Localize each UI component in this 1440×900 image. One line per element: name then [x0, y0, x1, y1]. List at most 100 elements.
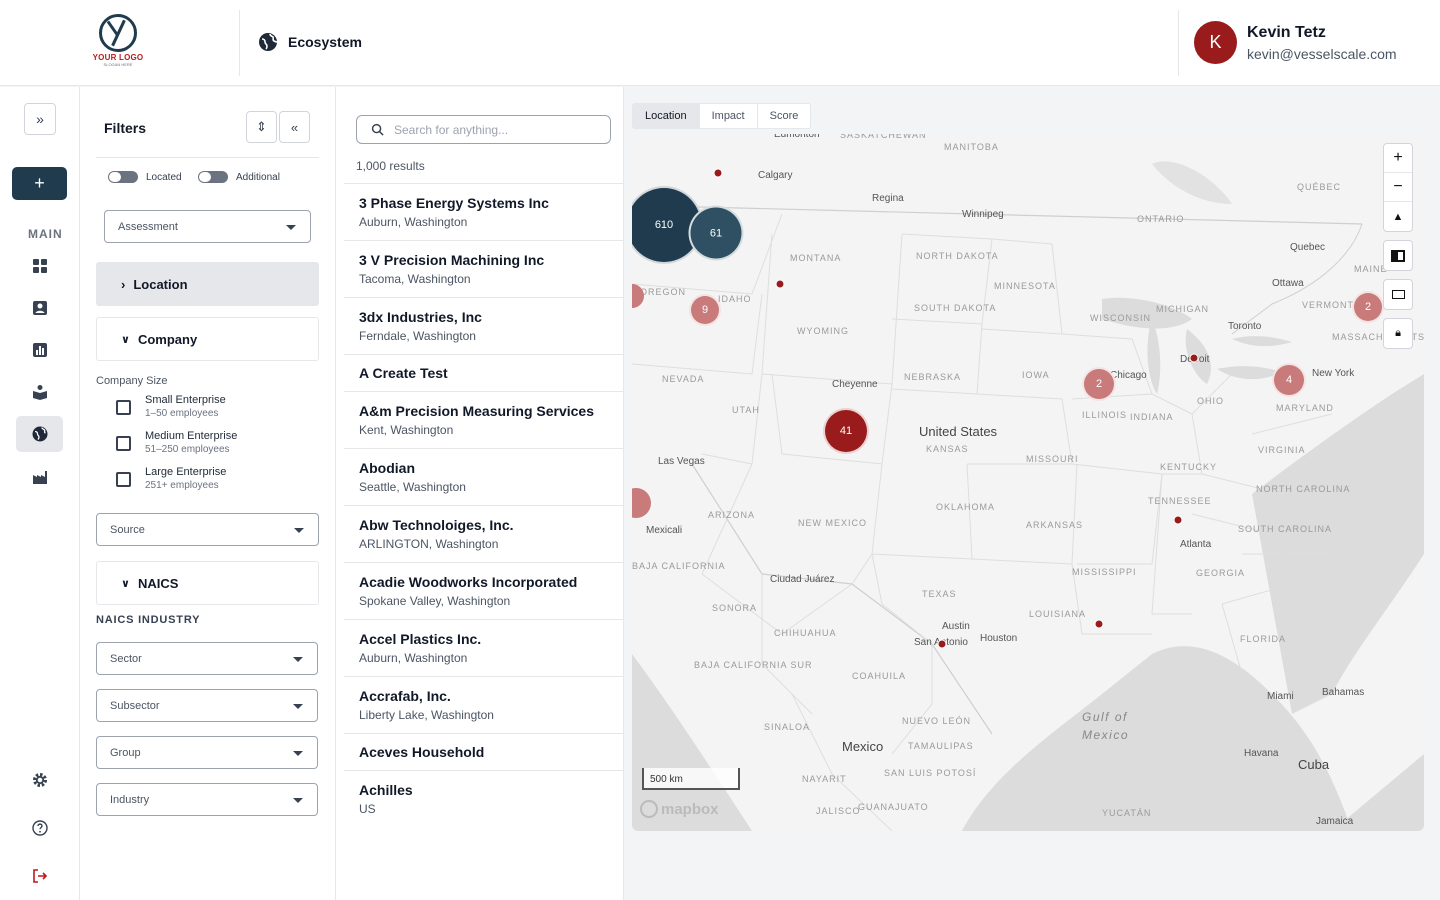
- group-select[interactable]: Group: [96, 736, 318, 769]
- expand-rail-button[interactable]: »: [24, 103, 56, 135]
- results-list: 3 Phase Energy Systems Inc Auburn, Washin…: [344, 183, 624, 827]
- list-item[interactable]: Aceves Household: [344, 733, 624, 770]
- large-enterprise-option[interactable]: Large Enterprise 251+ employees: [116, 466, 226, 491]
- list-item[interactable]: 3 Phase Energy Systems Inc Auburn, Washin…: [344, 183, 624, 240]
- nav-dashboard[interactable]: [16, 248, 63, 284]
- search-input[interactable]: Search for anything...: [394, 122, 509, 137]
- medium-enterprise-option[interactable]: Medium Enterprise 51–250 employees: [116, 430, 237, 455]
- small-enterprise-checkbox[interactable]: [116, 400, 131, 415]
- small-enterprise-option[interactable]: Small Enterprise 1–50 employees: [116, 394, 226, 419]
- located-toggle[interactable]: Located: [108, 171, 182, 183]
- map-marker[interactable]: [713, 168, 723, 178]
- map-label-slp: SAN LUIS POTOSÍ: [884, 768, 977, 778]
- subsector-select[interactable]: Subsector: [96, 689, 318, 722]
- size-range: 1–50 employees: [145, 408, 219, 419]
- nav-logout[interactable]: [16, 858, 63, 894]
- expand-all-button[interactable]: ⇕: [246, 111, 277, 143]
- map-marker[interactable]: [1189, 353, 1199, 363]
- map-cluster[interactable]: 2: [1352, 291, 1384, 323]
- fullscreen-button[interactable]: [1384, 280, 1412, 309]
- user-profile[interactable]: K Kevin Tetz kevin@vesselscale.com: [1194, 21, 1397, 64]
- map-cluster-edge[interactable]: [632, 284, 644, 308]
- plus-icon: +: [1393, 149, 1403, 166]
- search-box[interactable]: Search for anything...: [356, 115, 611, 144]
- list-item[interactable]: Abw Technoloiges, Inc. ARLINGTON, Washing…: [344, 505, 624, 562]
- avatar[interactable]: K: [1194, 21, 1237, 64]
- industry-select[interactable]: Industry: [96, 783, 318, 816]
- company-name: Accel Plastics Inc.: [359, 631, 482, 647]
- add-button[interactable]: +: [12, 167, 67, 200]
- sector-select[interactable]: Sector: [96, 642, 318, 675]
- nav-factories[interactable]: [16, 459, 63, 495]
- reset-north-button[interactable]: ▲: [1384, 202, 1412, 231]
- map-cluster[interactable]: 4: [1272, 363, 1306, 397]
- company-location: Ferndale, Washington: [359, 329, 476, 343]
- nav-ecosystem[interactable]: [16, 416, 63, 452]
- located-switch[interactable]: [108, 171, 138, 183]
- company-logo[interactable]: YOUR LOGO SLOGAN HERE: [86, 14, 150, 70]
- location-section-header[interactable]: › Location: [96, 262, 319, 306]
- assessment-value: Assessment: [118, 220, 178, 233]
- map-marker[interactable]: [1173, 515, 1183, 525]
- list-item[interactable]: Accel Plastics Inc. Auburn, Washington: [344, 619, 624, 676]
- collapse-filters-button[interactable]: «: [279, 111, 310, 143]
- additional-switch[interactable]: [198, 171, 228, 183]
- map-cluster[interactable]: 2: [1082, 367, 1116, 401]
- assessment-select[interactable]: Assessment: [104, 210, 311, 243]
- map-cluster[interactable]: 41: [823, 408, 869, 454]
- list-item[interactable]: A&m Precision Measuring Services Kent, Wa…: [344, 391, 624, 448]
- map-marker[interactable]: [1094, 619, 1104, 629]
- mapbox-attribution[interactable]: mapbox: [640, 800, 719, 818]
- map-label-manitoba: MANITOBA: [944, 142, 999, 152]
- company-location: Seattle, Washington: [359, 480, 466, 494]
- zoom-in-button[interactable]: +: [1384, 144, 1412, 173]
- nav-settings[interactable]: [16, 762, 63, 798]
- map-label-ottawa: Ottawa: [1272, 278, 1304, 289]
- logo-slogan: SLOGAN HERE: [103, 62, 133, 67]
- company-section-header[interactable]: ∨ Company: [96, 317, 319, 361]
- map-cluster-edge[interactable]: [632, 488, 651, 518]
- nav-learning[interactable]: [16, 374, 63, 410]
- nav-contacts[interactable]: [16, 290, 63, 326]
- lock-button[interactable]: 🔒︎: [1384, 319, 1412, 348]
- tab-impact[interactable]: Impact: [699, 104, 758, 128]
- company-location: Spokane Valley, Washington: [359, 594, 511, 608]
- list-item[interactable]: Acadie Woodworks Incorporated Spokane Val…: [344, 562, 624, 619]
- double-chevron-right-icon: »: [36, 111, 44, 127]
- rectangle-icon: [1391, 290, 1405, 299]
- medium-enterprise-checkbox[interactable]: [116, 436, 131, 451]
- nav-help[interactable]: [16, 810, 63, 846]
- map-label-newyork: New York: [1312, 368, 1355, 379]
- list-item[interactable]: 3dx Industries, Inc Ferndale, Washington: [344, 297, 624, 354]
- lock-icon: 🔒︎: [1395, 327, 1401, 339]
- tab-score[interactable]: Score: [757, 104, 811, 128]
- map-cluster[interactable]: 9: [689, 294, 721, 326]
- nav-reports[interactable]: [16, 332, 63, 368]
- tab-location[interactable]: Location: [633, 104, 700, 128]
- list-item[interactable]: Abodian Seattle, Washington: [344, 448, 624, 505]
- map-label-florida: FLORIDA: [1240, 634, 1287, 644]
- compass-icon: ▲: [1392, 210, 1404, 223]
- map-label-sinaloa: SINALOA: [764, 722, 811, 732]
- list-item[interactable]: 3 V Precision Machining Inc Tacoma, Washi…: [344, 240, 624, 297]
- map-cluster[interactable]: 61: [688, 205, 744, 261]
- map-label-ncarolina: NORTH CAROLINA: [1256, 484, 1351, 494]
- naics-section-header[interactable]: ∨ NAICS: [96, 561, 319, 605]
- zoom-out-button[interactable]: −: [1384, 173, 1412, 202]
- user-email: kevin@vesselscale.com: [1247, 46, 1397, 62]
- additional-toggle[interactable]: Additional: [198, 171, 280, 183]
- map-marker[interactable]: [937, 639, 947, 649]
- results-panel: Search for anything... 1,000 results 3 P…: [336, 87, 624, 900]
- map-view[interactable]: Edmonton Calgary Regina Winnipeg Quebec Ottaw…: [632, 134, 1424, 831]
- map-label-austin: Austin: [942, 621, 970, 632]
- map-label-arizona: ARIZONA: [708, 510, 756, 520]
- list-item[interactable]: Achilles US: [344, 770, 624, 827]
- map-label-louisiana: LOUISIANA: [1029, 609, 1087, 619]
- list-item[interactable]: A Create Test: [344, 354, 624, 391]
- large-enterprise-checkbox[interactable]: [116, 472, 131, 487]
- map-label-montana: MONTANA: [790, 253, 842, 263]
- split-view-button[interactable]: [1384, 241, 1412, 270]
- source-select[interactable]: Source: [96, 513, 319, 546]
- map-marker[interactable]: [775, 279, 785, 289]
- list-item[interactable]: Accrafab, Inc. Liberty Lake, Washington: [344, 676, 624, 733]
